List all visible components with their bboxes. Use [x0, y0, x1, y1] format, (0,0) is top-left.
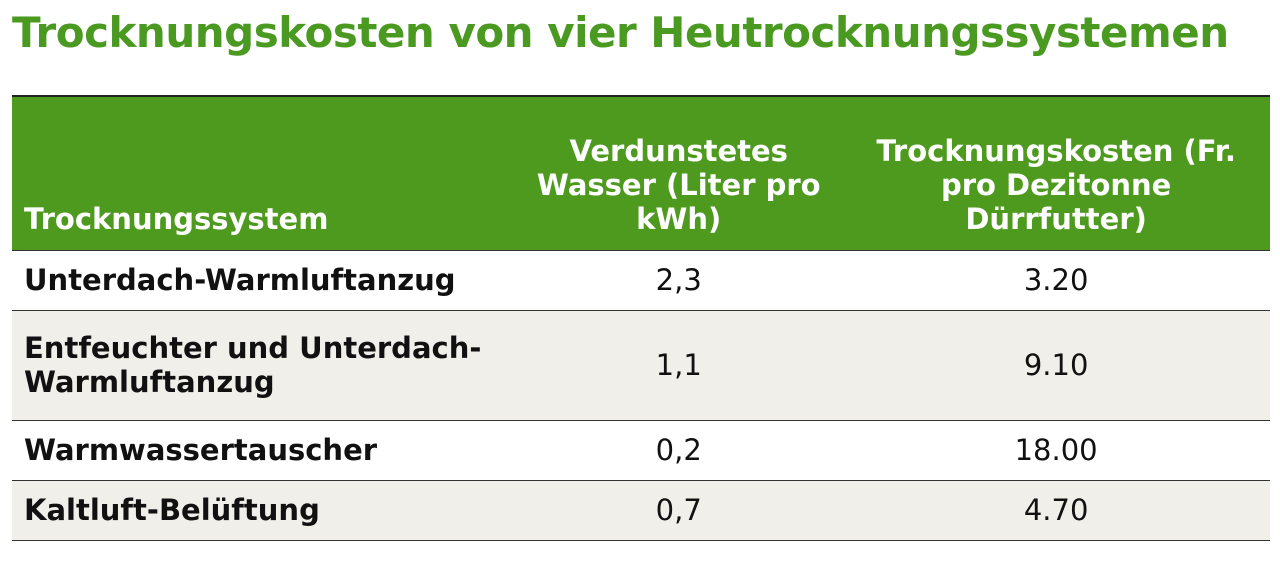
table-cell: Unterdach-Warmluftanzug: [12, 249, 516, 310]
table-cell: Entfeuchter und Unterdach-Warmluftanzug: [12, 309, 516, 420]
table-body: Unterdach-Warmluftanzug 2,3 3.20 Entfeuchte…: [12, 249, 1270, 541]
table-cell: 0,2: [515, 419, 843, 480]
table-cell: 1,1: [515, 309, 843, 420]
table-cell: 3.20: [842, 249, 1270, 310]
table-cell: Warmwassertauscher: [12, 419, 516, 480]
table-cell: 0,7: [515, 479, 843, 541]
table-cell: 4.70: [842, 479, 1270, 541]
table-row: Unterdach-Warmluftanzug 2,3 3.20: [12, 249, 1270, 310]
table-cell: Kaltluft-Belüftung: [12, 479, 516, 541]
column-header: Trocknungssystem: [12, 95, 516, 250]
column-header: Trocknungskosten (Fr. pro Dezitonne Dürr…: [842, 95, 1270, 250]
column-header: Verdunstetes Wasser (Liter pro kWh): [515, 95, 843, 250]
table: Trocknungssystem Verdunstetes Wasser (Lit…: [12, 95, 1270, 541]
table-cell: 2,3: [515, 249, 843, 310]
title: Trocknungskosten von vier Heutrocknungss…: [12, 8, 1229, 57]
table-row: Kaltluft-Belüftung 0,7 4.70: [12, 479, 1270, 541]
table-cell: 18.00: [842, 419, 1270, 480]
table-cell: 9.10: [842, 309, 1270, 420]
table-row: Warmwassertauscher 0,2 18.00: [12, 419, 1270, 480]
header-row: Trocknungssystem Verdunstetes Wasser (Lit…: [12, 95, 1270, 250]
table-row: Entfeuchter und Unterdach-Warmluftanzug 1…: [12, 309, 1270, 420]
